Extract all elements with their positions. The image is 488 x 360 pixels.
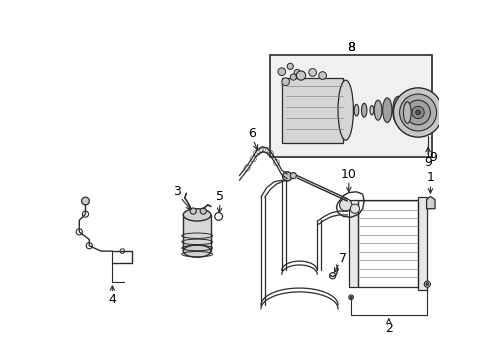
Text: 8: 8 bbox=[346, 41, 354, 54]
Ellipse shape bbox=[392, 96, 403, 124]
Circle shape bbox=[405, 100, 429, 125]
Circle shape bbox=[286, 63, 293, 69]
Ellipse shape bbox=[337, 80, 353, 140]
Text: 10: 10 bbox=[340, 168, 356, 181]
Bar bbox=[281, 78, 343, 143]
Text: 2: 2 bbox=[384, 322, 392, 336]
Ellipse shape bbox=[361, 103, 366, 117]
Bar bbox=[348, 199, 357, 287]
Bar bbox=[183, 215, 210, 251]
Circle shape bbox=[349, 204, 359, 213]
Circle shape bbox=[281, 78, 289, 86]
Circle shape bbox=[296, 71, 305, 80]
Bar bbox=[417, 197, 427, 289]
Circle shape bbox=[290, 74, 296, 80]
Circle shape bbox=[81, 197, 89, 205]
Circle shape bbox=[349, 296, 351, 298]
Text: 7: 7 bbox=[338, 252, 346, 265]
Circle shape bbox=[318, 72, 326, 80]
Circle shape bbox=[425, 283, 428, 286]
Circle shape bbox=[308, 69, 316, 76]
Ellipse shape bbox=[373, 100, 381, 120]
Ellipse shape bbox=[353, 104, 358, 116]
Ellipse shape bbox=[369, 105, 373, 115]
Circle shape bbox=[399, 94, 436, 131]
Circle shape bbox=[348, 295, 353, 300]
Text: 6: 6 bbox=[247, 127, 255, 140]
Text: 9: 9 bbox=[428, 150, 437, 164]
Text: 9: 9 bbox=[423, 156, 431, 169]
Text: 5: 5 bbox=[216, 190, 224, 203]
Bar bbox=[270, 55, 431, 157]
Text: 1: 1 bbox=[426, 171, 433, 184]
Text: 4: 4 bbox=[108, 293, 116, 306]
Circle shape bbox=[200, 208, 206, 214]
Ellipse shape bbox=[382, 98, 391, 122]
Circle shape bbox=[282, 172, 291, 181]
Circle shape bbox=[293, 69, 300, 76]
Circle shape bbox=[393, 88, 442, 137]
Circle shape bbox=[277, 68, 285, 76]
Circle shape bbox=[339, 199, 351, 211]
Circle shape bbox=[411, 106, 424, 119]
Text: 3: 3 bbox=[173, 185, 181, 198]
Circle shape bbox=[424, 281, 429, 287]
Circle shape bbox=[190, 208, 196, 214]
Text: 8: 8 bbox=[346, 41, 354, 54]
Ellipse shape bbox=[183, 209, 210, 221]
Ellipse shape bbox=[403, 102, 410, 123]
Circle shape bbox=[415, 110, 420, 115]
Bar bbox=[357, 199, 417, 287]
Polygon shape bbox=[426, 197, 434, 209]
Circle shape bbox=[290, 172, 296, 179]
Ellipse shape bbox=[183, 245, 210, 257]
